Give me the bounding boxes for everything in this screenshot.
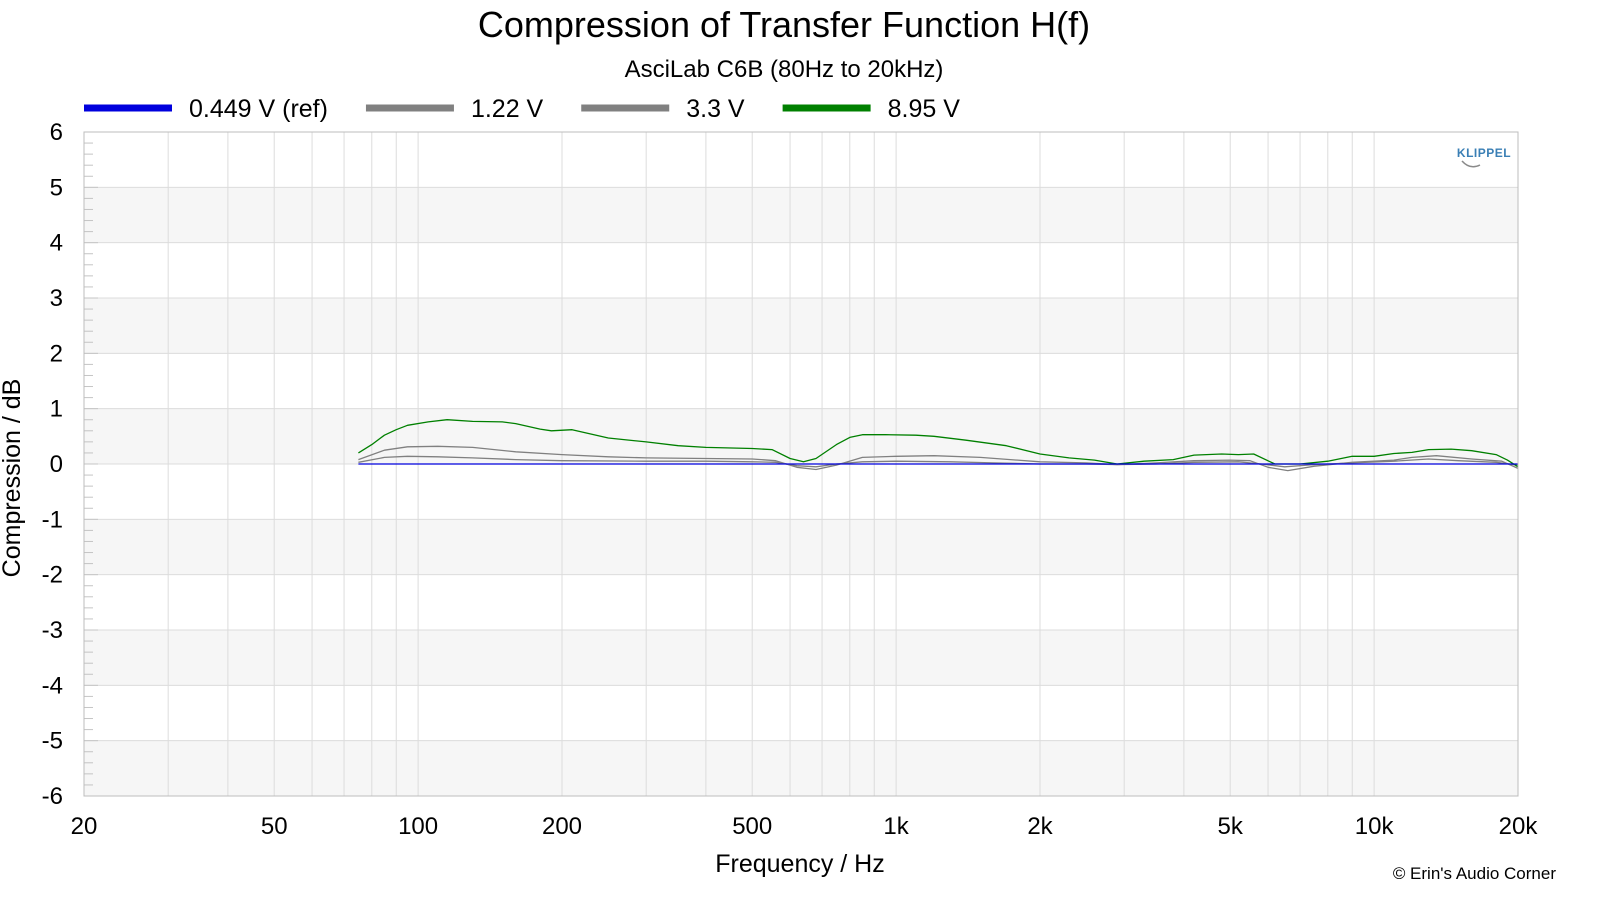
x-tick-label: 10k — [1355, 813, 1395, 840]
chart-title: Compression of Transfer Function H(f) — [478, 4, 1090, 45]
x-tick-label: 2k — [1027, 813, 1053, 840]
legend-item-1-22-v: 1.22 V — [365, 95, 544, 123]
legend-item-8-95-v: 8.95 V — [782, 95, 961, 123]
x-tick-label: 20k — [1499, 813, 1539, 840]
series-line-8-95-v — [358, 419, 1519, 468]
x-tick-labels: 20 50 100 200 500 1k 2k 5k 10k 20k — [71, 813, 1539, 840]
legend-label: 3.3 V — [686, 95, 745, 123]
y-tick-labels: 6 5 4 3 2 1 0 -1 -2 -3 -4 -5 -6 — [42, 119, 63, 810]
legend-item-0-449-v-ref: 0.449 V (ref) — [84, 95, 328, 123]
legend-label: 8.95 V — [888, 95, 961, 123]
plot-series — [358, 419, 1519, 472]
chart-subtitle: AsciLab C6B (80Hz to 20kHz) — [625, 56, 944, 83]
y-axis-label: Compression / dB — [0, 379, 26, 578]
y-tick-label: 6 — [50, 119, 63, 146]
y-tick-label: 3 — [50, 285, 63, 312]
x-tick-label: 1k — [883, 813, 909, 840]
plot-band — [84, 630, 1518, 686]
y-tick-label: -2 — [42, 562, 63, 589]
y-tick-label: 2 — [50, 340, 63, 367]
copyright-credit: © Erin's Audio Corner — [1393, 864, 1557, 883]
klippel-logo: KLIPPEL — [1457, 146, 1511, 168]
x-tick-label: 50 — [261, 813, 288, 840]
y-tick-label: 5 — [50, 174, 63, 201]
plot-band — [84, 298, 1518, 354]
plot-band — [84, 740, 1518, 796]
x-tick-label: 500 — [732, 813, 772, 840]
y-tick-label: -1 — [42, 506, 63, 533]
plot-band — [84, 187, 1518, 243]
y-minor-ticks — [84, 131, 98, 797]
y-tick-label: 0 — [50, 451, 63, 478]
x-tick-label: 100 — [398, 813, 438, 840]
y-tick-label: -6 — [42, 783, 63, 810]
legend-label: 1.22 V — [471, 95, 544, 123]
chart-legend: 0.449 V (ref) 1.22 V 3.3 V 8.95 V — [84, 95, 960, 123]
y-tick-label: -5 — [42, 728, 63, 755]
plot-frame — [83, 131, 1519, 797]
y-tick-label: -3 — [42, 617, 63, 644]
x-tick-label: 20 — [71, 813, 98, 840]
plot-band — [84, 408, 1518, 464]
x-axis-label: Frequency / Hz — [715, 850, 885, 878]
klippel-logo-text: KLIPPEL — [1457, 146, 1511, 160]
y-tick-label: 1 — [50, 396, 63, 423]
plot-bands — [84, 187, 1518, 796]
klippel-logo-swoosh — [1461, 160, 1481, 168]
legend-label: 0.449 V (ref) — [189, 95, 328, 123]
plot-band — [84, 519, 1518, 575]
y-tick-label: 4 — [50, 230, 63, 257]
x-tick-label: 200 — [542, 813, 582, 840]
legend-item-3-3-v: 3.3 V — [581, 95, 745, 123]
y-tick-label: -4 — [42, 672, 63, 699]
x-tick-label: 5k — [1218, 813, 1244, 840]
series-line-3-3-v — [358, 445, 1519, 472]
